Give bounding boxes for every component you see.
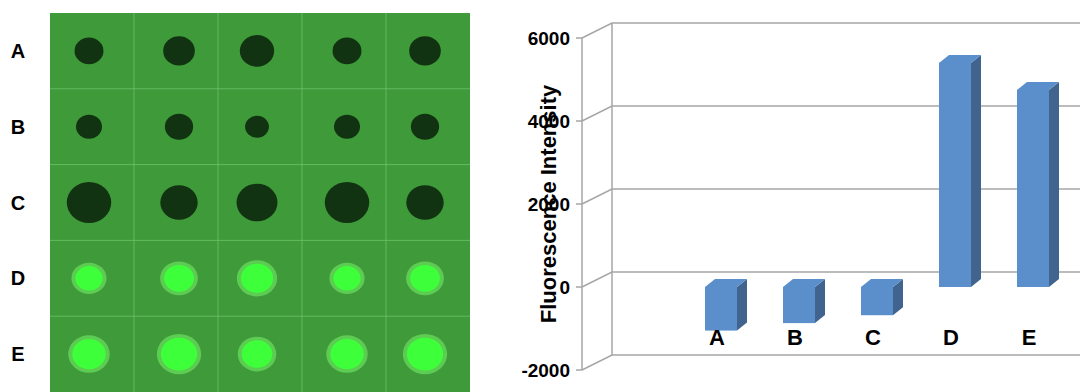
spot [163,36,195,65]
spot [334,115,360,139]
spot [245,116,269,138]
spot [72,339,105,369]
figure: ABCDE-20000200040006000Fluorescence Inte… [0,0,1085,392]
spot [161,338,197,371]
spot-halo [157,334,201,374]
tick-mark [576,286,582,288]
spot [75,38,104,65]
tick-label: -2000 [521,360,570,381]
category-label: D [943,325,959,350]
spot-halo [326,335,367,372]
grid-line [582,23,1080,38]
tick-mark [576,37,582,39]
row-label: C [11,192,25,214]
spot [333,38,362,65]
spot [75,266,102,290]
bar [939,55,981,287]
spot [67,182,111,223]
bar-top [861,279,903,287]
tile-border [302,13,303,392]
row-label: D [11,267,25,289]
spot [409,36,441,65]
spot [406,185,443,219]
tile-border [386,13,387,392]
row-label: A [11,40,25,62]
spot [330,339,363,369]
bar-front [861,287,893,315]
spot [76,115,102,139]
spot-halo [71,263,106,294]
grid-line [582,106,1080,121]
spot-halo [238,337,277,372]
category-label: E [1022,325,1037,350]
spot [165,114,193,140]
tick-mark [576,203,582,205]
tick-label: 0 [559,277,570,298]
spot [333,266,360,290]
tile-border [218,13,219,392]
tile-border [50,240,470,241]
bar-top [783,279,825,287]
row-label: E [11,343,24,365]
spot [241,264,273,293]
spot-halo [403,334,447,374]
tile-border [134,13,135,392]
bar [783,279,825,323]
tile-border [50,316,470,317]
spot [242,340,273,368]
spot [164,265,194,292]
spot-halo [68,335,109,372]
bar-front [1017,90,1049,287]
tick-mark [576,369,582,371]
bar-front [783,287,815,323]
spot [325,182,369,223]
spot-halo [160,261,198,295]
y-axis-label: Fluorescence Intensity [536,84,561,323]
bar [861,279,903,315]
micrograph [50,13,470,392]
spot [411,114,439,140]
spot-halo [329,263,364,294]
bar [705,279,747,331]
chart: -20000200040006000Fluorescence Intensity… [521,23,1080,381]
tile-border [50,164,470,165]
spot-halo [406,261,444,295]
row-label: B [11,116,25,138]
bar-front [939,63,971,287]
bar-top [705,279,747,287]
spot [160,185,197,219]
tick-label: 6000 [528,28,570,49]
spot [410,265,440,292]
category-label: B [787,325,803,350]
bar [1017,82,1059,287]
category-label: C [865,325,881,350]
tile-border [50,88,470,89]
spot [240,35,274,67]
spot [237,184,278,222]
bars [705,55,1059,331]
grid-line [582,272,1080,287]
bar-top [939,55,981,63]
bar-side [1049,82,1059,287]
tick-mark [576,120,582,122]
grid-line [582,189,1080,204]
bar-side [737,279,747,331]
spot-halo [237,260,277,296]
bar-side [971,55,981,287]
bar-top [1017,82,1059,90]
grid-line [582,355,1080,370]
spot [407,338,443,371]
category-label: A [709,325,725,350]
micrograph-background [50,13,470,392]
